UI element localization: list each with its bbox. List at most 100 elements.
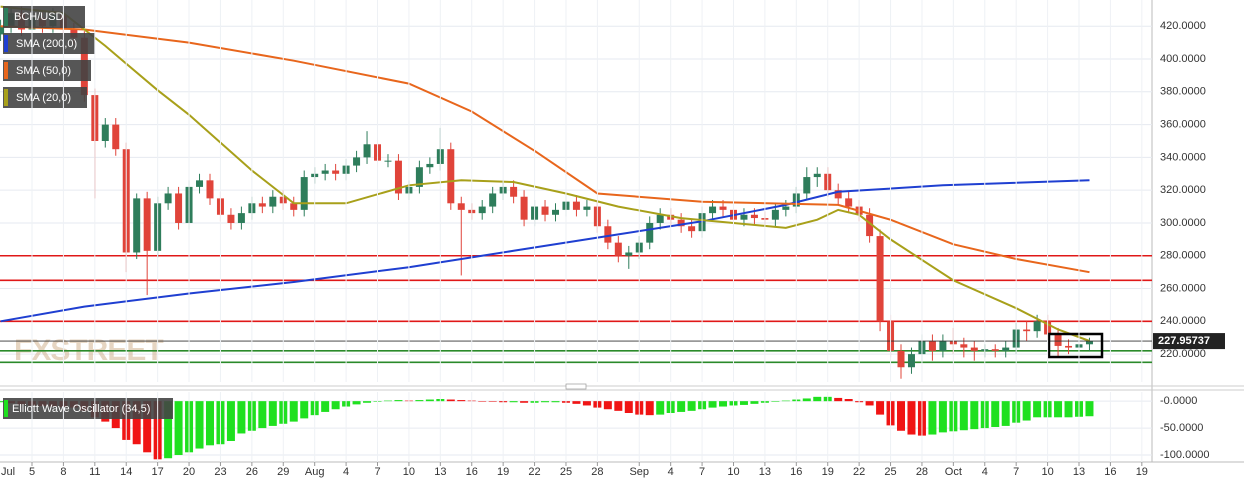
candle-body (269, 196, 277, 207)
x-tick-label: 22 (853, 466, 865, 478)
candle-body (206, 180, 214, 199)
oscillator-bar (174, 401, 183, 455)
x-tick-label: 23 (214, 466, 226, 478)
oscillator-bar (205, 401, 214, 446)
x-tick-label: 29 (277, 466, 289, 478)
oscillator-bar (907, 401, 916, 435)
oscillator-bar (551, 401, 560, 403)
oscillator-bar (677, 401, 686, 412)
oscillator-bar (541, 401, 550, 403)
candle-body (133, 198, 141, 253)
candle-body (101, 124, 109, 141)
candle-body (677, 219, 685, 227)
oscillator-bar (750, 401, 759, 404)
legend-box (3, 87, 87, 108)
candle-body (510, 186, 518, 197)
x-tick-label: 25 (884, 466, 896, 478)
legend-label: Elliott Wave Oscillator (34,5) (12, 403, 150, 415)
candle-body (604, 226, 612, 243)
candle-body (897, 350, 905, 368)
x-tick-label: 13 (759, 466, 771, 478)
x-tick-label: 13 (434, 466, 446, 478)
oscillator-bar (813, 396, 822, 402)
y-tick-label: 260.0000 (1160, 282, 1206, 294)
candle-body (196, 180, 204, 187)
candle-body (876, 236, 884, 322)
candle-body (447, 149, 455, 204)
oscillator-bar (582, 401, 591, 406)
legend-label: SMA (50,0) (16, 65, 71, 77)
legend-swatch (4, 89, 8, 106)
last-price-box (1153, 333, 1225, 350)
oscillator-bar (226, 401, 235, 441)
y-tick-label: 240.0000 (1160, 315, 1206, 327)
x-tick-label: 13 (1073, 466, 1085, 478)
y-tick-label: -0.0000 (1160, 395, 1197, 407)
x-tick-label: 7 (699, 466, 705, 478)
oscillator-bar (1033, 401, 1042, 418)
legend-label: SMA (20,0) (16, 92, 71, 104)
candle-body (552, 209, 559, 215)
legend-swatch (4, 400, 8, 417)
x-tick-label: 25 (560, 466, 572, 478)
oscillator-bar (656, 401, 665, 415)
legend-box (3, 6, 85, 28)
oscillator-bar (781, 400, 790, 402)
oscillator-bar (970, 401, 979, 430)
oscillator-bar (143, 401, 152, 453)
x-tick-label: 14 (120, 466, 132, 478)
candle-body (688, 226, 696, 232)
oscillator-bar (1064, 401, 1073, 418)
x-tick-label: 16 (466, 466, 478, 478)
x-tick-label: 10 (1041, 466, 1053, 478)
oscillator-bar (415, 400, 424, 402)
candle-body (803, 177, 811, 194)
candle-body (164, 193, 172, 204)
oscillator-bar (739, 401, 748, 405)
candle-body (719, 206, 727, 210)
candle-body (415, 167, 423, 187)
candle-body (143, 198, 151, 251)
candle-body (928, 341, 936, 351)
oscillator-bar (237, 401, 246, 434)
candle-body (625, 252, 633, 256)
x-tick-label: 17 (152, 466, 164, 478)
candle-body (572, 201, 580, 210)
candle-body (112, 124, 120, 150)
y-tick-label: 220.0000 (1160, 348, 1206, 360)
candle-body (457, 203, 465, 210)
oscillator-bar (363, 401, 372, 403)
x-tick-label: 26 (246, 466, 258, 478)
legend-swatch (4, 35, 8, 52)
oscillator-bar (394, 400, 403, 402)
x-tick-label: Jul (1, 466, 15, 478)
x-tick-label: Oct (945, 466, 962, 478)
oscillator-bar (802, 398, 811, 402)
x-tick-label: Sep (629, 466, 649, 478)
oscillator-bar (331, 401, 340, 410)
legend-swatch (4, 8, 8, 26)
y-tick-label: -50.0000 (1160, 422, 1203, 434)
oscillator-bar (195, 401, 204, 449)
oscillator-bar (645, 401, 654, 416)
oscillator-bar (1085, 401, 1094, 417)
candle-body (771, 209, 779, 220)
y-tick-label: -100.0000 (1160, 449, 1210, 461)
candle-body (237, 213, 245, 223)
x-tick-label: Aug (305, 466, 325, 478)
candle-body (813, 173, 821, 178)
sma-line (0, 5, 1090, 342)
candle-body (321, 170, 329, 174)
x-tick-label: 19 (822, 466, 834, 478)
candle-body (1065, 345, 1073, 348)
candle-body (426, 163, 434, 168)
oscillator-bar (457, 400, 466, 402)
x-tick-label: 8 (60, 466, 66, 478)
x-tick-label: 11 (89, 466, 100, 478)
candle-body (845, 198, 853, 207)
candle-body (541, 206, 549, 215)
legend-box (3, 60, 91, 81)
candle-body (614, 242, 622, 256)
candle-body (1054, 334, 1062, 346)
resize-handle (565, 383, 587, 390)
